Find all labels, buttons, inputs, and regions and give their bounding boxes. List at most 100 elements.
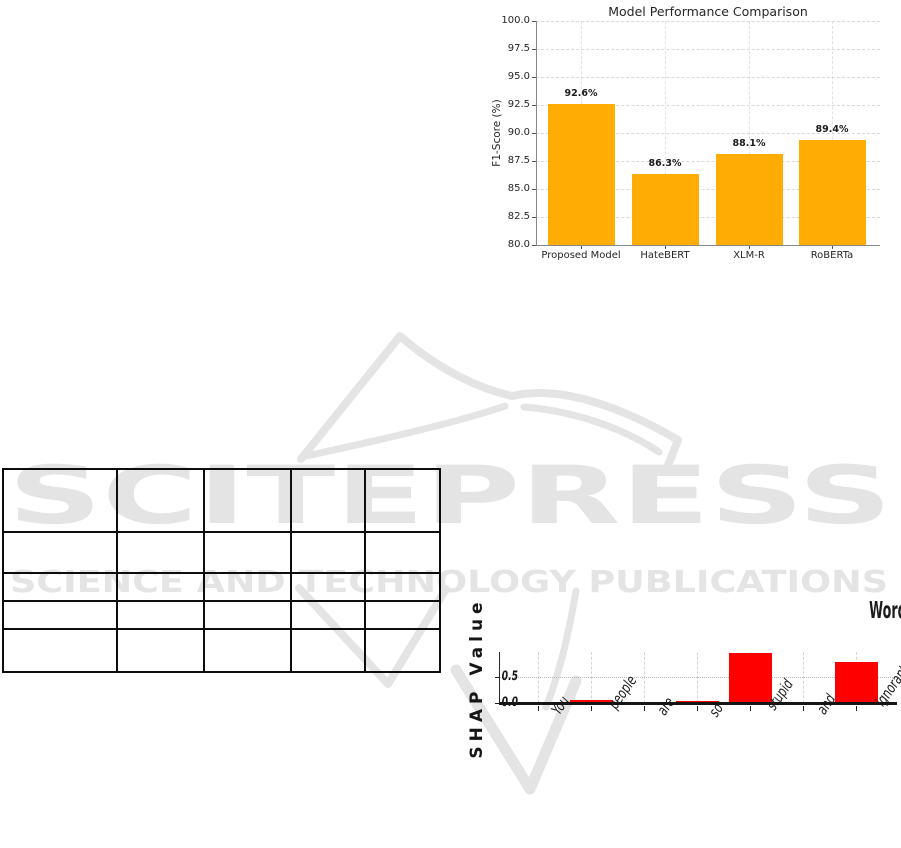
horizontal-gridline — [536, 49, 880, 50]
table-cell — [203, 628, 292, 673]
model-performance-chart: Model Performance Comparison F1-Score (%)… — [486, 0, 901, 266]
y-tick-mark — [532, 217, 536, 218]
y-tick-mark — [495, 677, 499, 679]
bar — [547, 103, 615, 245]
x-axis-baseline — [499, 701, 897, 705]
horizontal-gridline — [536, 189, 880, 190]
watermark-ribbon-icon — [542, 587, 580, 711]
y-tick-label-text: 0.5 — [500, 669, 519, 684]
table-cell — [2, 572, 118, 602]
horizontal-gridline — [536, 133, 880, 134]
table-row — [2, 531, 441, 574]
x-tick-label-text: You — [548, 691, 573, 719]
y-tick-label: 80.0 — [507, 239, 530, 250]
table-row — [2, 600, 441, 630]
y-tick-label: 100.0 — [501, 15, 530, 26]
x-tick-mark — [832, 245, 833, 249]
table-cell — [203, 468, 292, 533]
chart-title: Model Performance Comparison — [608, 4, 808, 19]
bar — [728, 653, 772, 703]
shap-word-importance-chart: Word Importance Based on SHAP for Hate P… — [455, 585, 901, 848]
y-axis-spine — [499, 652, 501, 705]
horizontal-gridline — [536, 161, 880, 162]
y-tick-label: 92.5 — [507, 99, 530, 110]
bar-value-label: 92.6% — [564, 87, 598, 99]
y-tick-label: 82.5 — [507, 211, 530, 222]
y-tick-mark — [495, 703, 499, 705]
bar — [798, 139, 866, 245]
table-cell — [290, 468, 366, 533]
x-tick-label: HateBERT — [640, 250, 690, 261]
bar — [631, 174, 699, 245]
y-tick-label: 97.5 — [507, 43, 530, 54]
x-tick-mark — [591, 706, 593, 711]
x-tick-mark — [856, 706, 858, 711]
x-tick-mark — [538, 706, 540, 711]
x-tick-mark — [750, 706, 752, 711]
y-tick-label: 95.0 — [507, 71, 530, 82]
chart-title-text: Word Importance Based on SHAP for Hate P… — [869, 598, 901, 624]
x-tick-label: XLM-R — [733, 250, 765, 261]
horizontal-gridline — [536, 217, 880, 218]
table-cell — [2, 628, 118, 673]
x-tick-mark — [749, 245, 750, 249]
y-tick-mark — [532, 21, 536, 22]
table-cell — [2, 468, 118, 533]
table-cell — [364, 468, 441, 533]
y-tick-label: 87.5 — [507, 155, 530, 166]
y-tick-mark — [532, 105, 536, 106]
x-tick-mark — [803, 706, 805, 711]
y-tick-mark — [532, 189, 536, 190]
results-table — [2, 468, 441, 673]
bar-value-label: 88.1% — [732, 138, 766, 150]
table-row — [2, 572, 441, 602]
watermark-book-right-bottom-icon — [520, 403, 663, 456]
x-tick-mark — [665, 245, 666, 249]
table-cell — [290, 600, 366, 630]
horizontal-gridline — [536, 21, 880, 22]
bar — [834, 662, 878, 703]
table-cell — [116, 572, 205, 602]
dotted-gridline — [499, 677, 897, 678]
x-tick-mark — [581, 245, 582, 249]
table-cell — [290, 572, 366, 602]
x-tick-mark — [644, 706, 646, 711]
bar-value-label: 89.4% — [815, 123, 849, 135]
table-cell — [364, 600, 441, 630]
table-cell — [364, 531, 441, 574]
watermark-swoosh-right-icon — [450, 664, 582, 795]
table-cell — [2, 531, 118, 574]
y-tick-label: 85.0 — [507, 183, 530, 194]
horizontal-gridline — [536, 77, 880, 78]
watermark-book-left-bottom-icon — [302, 402, 509, 460]
x-axis-spine — [536, 245, 880, 247]
bar — [715, 154, 783, 245]
y-tick-label: 90.0 — [507, 127, 530, 138]
table-cell — [203, 600, 292, 630]
watermark-book-right-icon — [508, 389, 682, 472]
y-tick-mark — [532, 245, 536, 246]
watermark-book-left-icon — [297, 332, 516, 463]
table-cell — [364, 572, 441, 602]
table-cell — [290, 531, 366, 574]
table-cell — [116, 468, 205, 533]
table-cell — [364, 628, 441, 673]
table-row — [2, 628, 441, 673]
x-tick-label: Proposed Model — [541, 250, 621, 261]
table-cell — [290, 628, 366, 673]
table-row — [2, 468, 441, 533]
y-tick-mark — [532, 161, 536, 162]
y-axis-label: SHAP Value — [467, 597, 487, 759]
bar-value-label: 86.3% — [648, 158, 682, 170]
x-tick-mark — [697, 706, 699, 711]
table-cell — [116, 628, 205, 673]
y-axis-spine — [536, 21, 538, 245]
table-cell — [203, 531, 292, 574]
y-tick-mark — [532, 49, 536, 50]
table-cell — [116, 600, 205, 630]
x-tick-label-text: are — [653, 693, 678, 720]
table-cell — [116, 531, 205, 574]
horizontal-gridline — [536, 105, 880, 106]
table-cell — [203, 572, 292, 602]
